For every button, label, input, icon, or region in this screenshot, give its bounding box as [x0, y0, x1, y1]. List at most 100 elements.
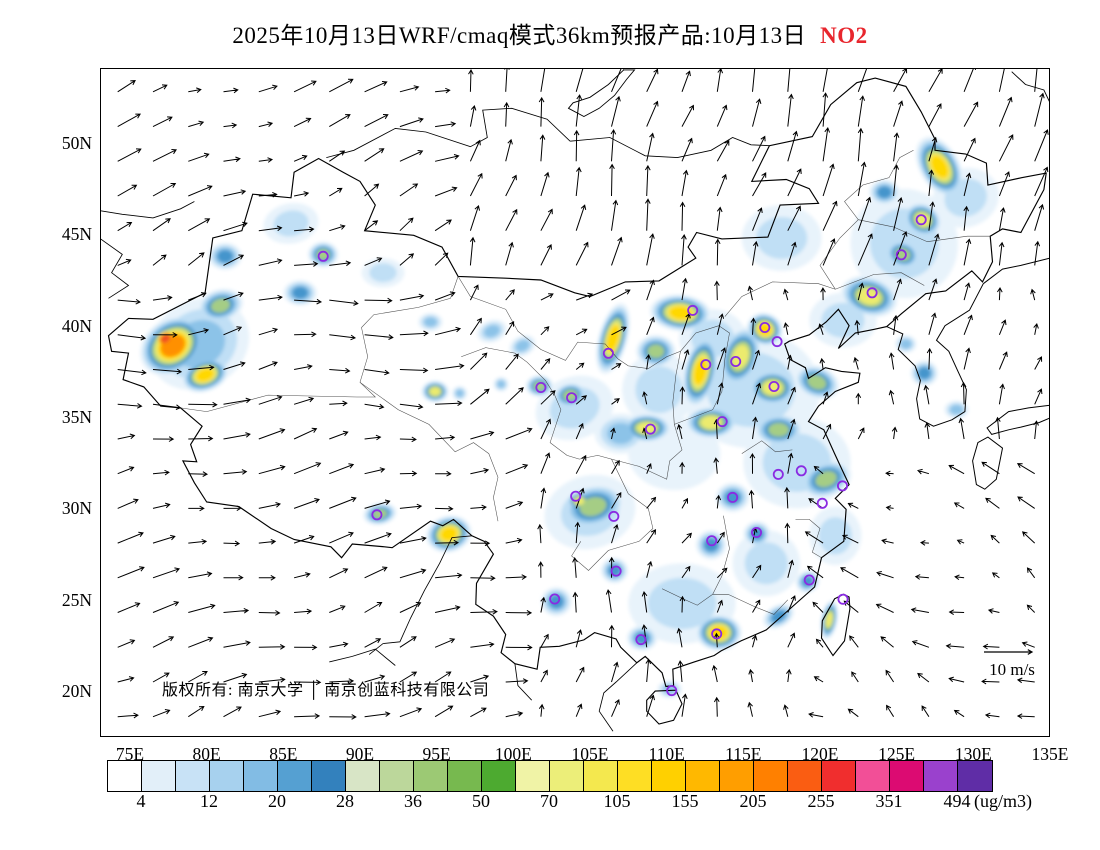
city-marker: [751, 526, 763, 538]
lon-tick-135E: 135E: [1031, 744, 1069, 764]
title-main: 2025年10月13日WRF/cmaq模式36km预报产品:10月13日: [232, 23, 807, 48]
city-marker: [317, 250, 329, 262]
colorbar: [107, 760, 993, 792]
foreign-border: [100, 237, 130, 299]
colorbar-tick-12: 12: [200, 791, 218, 811]
city-marker: [610, 565, 622, 577]
lon-tick-125E: 125E: [878, 744, 916, 764]
colorbar-cell-23: [890, 761, 924, 791]
colorbar-tick-4: 4: [136, 791, 146, 811]
colorbar-cell-0: [108, 761, 142, 791]
wind-vectors: [117, 68, 1049, 720]
wind-reference-arrow: [984, 649, 1034, 655]
lat-tick-40N: 40N: [61, 315, 92, 336]
city-marker: [602, 347, 614, 359]
lat-tick-35N: 35N: [61, 407, 92, 428]
province-borders: [180, 150, 991, 615]
city-marker: [772, 468, 784, 480]
lat-tick-30N: 30N: [61, 498, 92, 519]
city-marker: [711, 628, 723, 640]
city-marker: [837, 480, 849, 492]
colorbar-cell-6: [312, 761, 346, 791]
colorbar-cell-20: [788, 761, 822, 791]
title-pollutant: NO2: [820, 23, 868, 48]
colorbar-unit: (ug/m3): [974, 791, 1032, 811]
colorbar-tick-70: 70: [540, 791, 558, 811]
lon-tick-130E: 130E: [954, 744, 992, 764]
city-marker: [915, 214, 927, 226]
city-marker: [687, 304, 699, 316]
korea-coast: [886, 283, 984, 427]
city-marker: [608, 510, 620, 522]
colorbar-cell-18: [720, 761, 754, 791]
page-title: 2025年10月13日WRF/cmaq模式36km预报产品:10月13日 NO2: [0, 16, 1100, 50]
lat-tick-25N: 25N: [61, 589, 92, 610]
lon-tick-80E: 80E: [192, 744, 221, 764]
colorbar-cell-3: [210, 761, 244, 791]
colorbar-cell-2: [176, 761, 210, 791]
lon-tick-90E: 90E: [345, 744, 375, 764]
city-marker: [570, 490, 582, 502]
foreign-border: [368, 535, 472, 655]
lon-tick-95E: 95E: [422, 744, 451, 764]
city-marker: [635, 634, 647, 646]
hainan-island: [646, 689, 683, 725]
foreign-border: [514, 663, 533, 701]
city-marker: [644, 423, 656, 435]
lon-tick-110E: 110E: [648, 744, 685, 764]
colorbar-tick-255: 255: [807, 791, 835, 811]
lon-tick-85E: 85E: [269, 744, 298, 764]
city-marker: [700, 359, 712, 371]
china-map-svg: [100, 68, 1050, 732]
colorbar-cell-10: [448, 761, 482, 791]
lon-tick-115E: 115E: [725, 744, 762, 764]
lon-tick-100E: 100E: [494, 744, 532, 764]
colorbar-tick-36: 36: [404, 791, 422, 811]
city-marker: [768, 380, 780, 392]
colorbar-cell-11: [482, 761, 516, 791]
colorbar-cell-9: [414, 761, 448, 791]
lat-tick-20N: 20N: [61, 681, 92, 702]
foreign-border: [598, 662, 638, 732]
city-marker: [895, 249, 907, 261]
colorbar-cell-1: [142, 761, 176, 791]
foreign-border: [100, 201, 195, 219]
colorbar-cell-22: [856, 761, 890, 791]
colorbar-tick-205: 205: [739, 791, 767, 811]
copyright-text: 版权所有: 南京大学 │ 南京创蓝科技有限公司: [162, 682, 490, 699]
city-marker: [706, 535, 718, 547]
city-marker: [549, 593, 561, 605]
city-marker: [730, 355, 742, 367]
lon-tick-105E: 105E: [571, 744, 609, 764]
city-marker: [759, 321, 771, 333]
lake-baikal: [567, 69, 636, 118]
city-marker: [727, 491, 739, 503]
city-marker: [771, 336, 783, 348]
colorbar-cell-21: [822, 761, 856, 791]
city-marker: [816, 497, 828, 509]
colorbar-cell-8: [380, 761, 414, 791]
colorbar-tick-351: 351: [875, 791, 903, 811]
city-marker: [371, 509, 383, 521]
foreign-border: [329, 648, 396, 666]
lon-tick-120E: 120E: [801, 744, 839, 764]
city-marker: [535, 381, 547, 393]
lon-tick-75E: 75E: [115, 744, 145, 764]
colorbar-tick-105: 105: [603, 791, 631, 811]
city-marker: [795, 465, 807, 477]
city-marker: [666, 685, 678, 697]
russia-coast: [982, 257, 1050, 285]
colorbar-cell-13: [550, 761, 584, 791]
city-marker: [566, 392, 578, 404]
colorbar-tick-494: 494: [943, 791, 971, 811]
colorbar-cell-25: [958, 761, 992, 791]
colorbar-cell-7: [346, 761, 380, 791]
colorbar-cell-17: [686, 761, 720, 791]
colorbar-tick-28: 28: [336, 791, 354, 811]
foreign-border: [326, 107, 571, 159]
city-marker: [716, 416, 728, 428]
wind-reference-label: 10 m/s: [989, 660, 1035, 679]
colorbar-cell-14: [584, 761, 618, 791]
lat-tick-45N: 45N: [61, 224, 92, 245]
foreign-border: [570, 137, 770, 159]
